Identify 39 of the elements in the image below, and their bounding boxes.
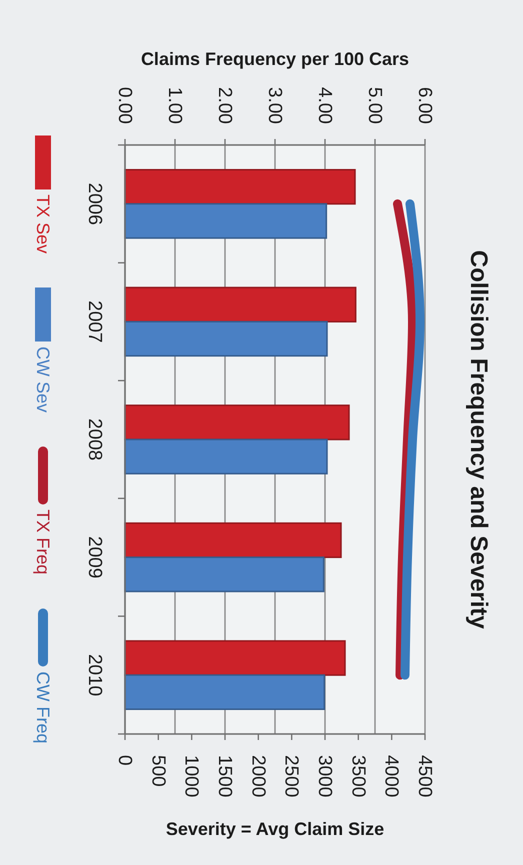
x2-tick-label: 5.00: [364, 87, 386, 124]
text: TX Freq: [33, 510, 53, 575]
x2-axis-title: Claims Frequency per 100 Cars: [140, 49, 410, 69]
x2-tick-label: 2.00: [214, 87, 236, 124]
bar: [124, 203, 328, 239]
text: CW Freq: [33, 672, 53, 744]
y-tick-label: 2006: [84, 182, 106, 226]
x-tick-label: 2500: [281, 755, 302, 798]
x2-tick-label: 0.00: [114, 87, 136, 124]
x2-tick-label: 6.00: [414, 87, 436, 124]
x-tick-label: 4500: [414, 755, 436, 798]
y-tick-label: 2008: [84, 418, 106, 461]
x2-tick-label: 1.00: [164, 87, 186, 124]
bar: [124, 168, 356, 205]
bar: [124, 674, 326, 710]
y-tick-label: 2010: [84, 654, 106, 696]
bar: [124, 320, 328, 357]
y-tick-label: 2009: [84, 536, 106, 578]
text: Collision Frequency and Severity: [466, 250, 492, 630]
x-tick-label: 500: [148, 755, 169, 787]
x-tick-label: 2000: [248, 755, 269, 798]
bar: [124, 522, 342, 558]
bar: [124, 640, 346, 676]
x-tick-label: 1000: [181, 755, 202, 798]
bar: [124, 438, 328, 474]
y-tick-label: 2007: [84, 300, 106, 343]
x-tick-label: 0: [114, 755, 136, 766]
x-tick-label: 3000: [314, 755, 336, 798]
bar: [124, 556, 324, 592]
x-axis-title: Severity = Avg Claim Size: [166, 819, 384, 839]
text: TX Sev: [33, 194, 53, 254]
x2-tick-label: 3.00: [264, 87, 286, 124]
x2-tick-label: 4.00: [314, 87, 336, 124]
x-tick-label: 1500: [214, 755, 236, 798]
bar: [124, 404, 350, 440]
x-tick-label: 4000: [381, 755, 402, 798]
x-tick-label: 3500: [348, 755, 369, 798]
text: CW Sev: [33, 346, 53, 413]
bar: [124, 286, 356, 322]
